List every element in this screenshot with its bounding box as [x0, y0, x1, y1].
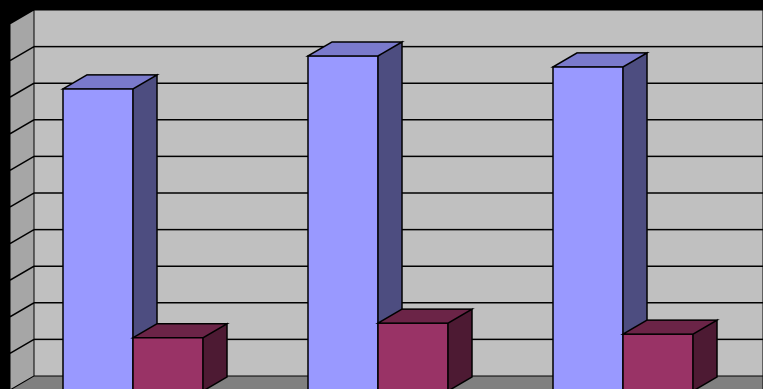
- gridline-side: [9, 119, 35, 135]
- bar-top: [130, 323, 230, 339]
- bar: [62, 88, 134, 389]
- bar: [132, 337, 204, 389]
- gridline-side: [9, 228, 35, 245]
- bar-top: [60, 74, 160, 90]
- bar-top: [375, 308, 475, 324]
- bar: [552, 66, 624, 389]
- bar: [377, 322, 449, 389]
- gridline-side: [9, 192, 35, 208]
- gridline-side: [9, 45, 35, 62]
- gridline-side: [9, 265, 35, 281]
- gridline-side: [9, 82, 35, 98]
- bar-top: [550, 52, 650, 68]
- bar: [622, 333, 694, 389]
- gridline-side: [9, 302, 35, 318]
- bar-top: [305, 41, 405, 57]
- gridline-side: [9, 338, 35, 355]
- bar-top: [620, 319, 720, 335]
- gridline-side: [9, 155, 35, 172]
- bar: [307, 55, 379, 389]
